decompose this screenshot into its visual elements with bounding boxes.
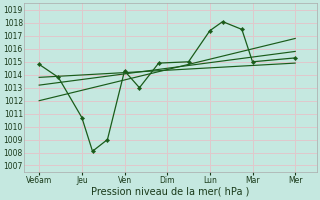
X-axis label: Pression niveau de la mer( hPa ): Pression niveau de la mer( hPa )	[91, 187, 250, 197]
